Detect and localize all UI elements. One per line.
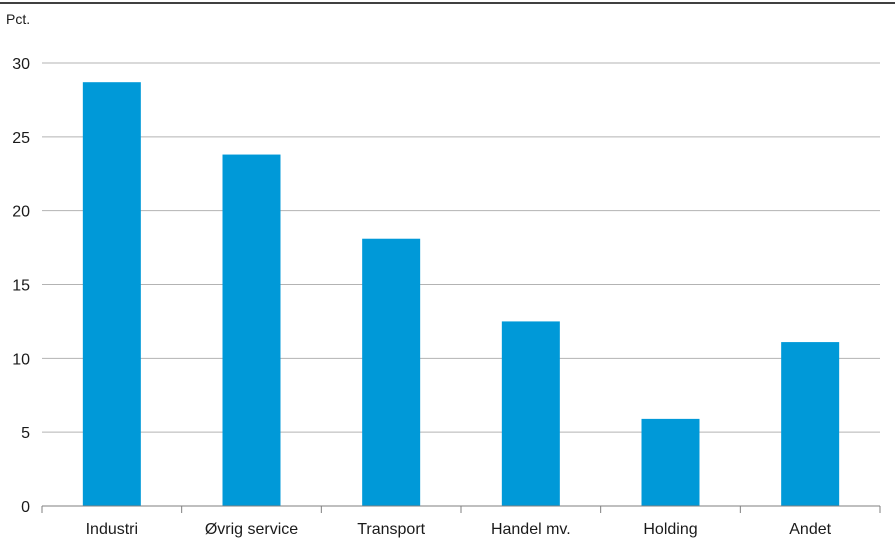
y-tick-labels: 0 5 10 15 20 25 30: [12, 56, 30, 516]
gridlines: [42, 62, 880, 433]
y-unit-label: Pct.: [6, 11, 30, 27]
y-tick-label: 20: [12, 204, 30, 221]
y-tick-label: 25: [12, 130, 30, 147]
x-tick-label: Industri: [86, 521, 138, 538]
bar: [641, 418, 700, 506]
bar: [222, 154, 281, 506]
x-tick-label: Holding: [643, 521, 697, 538]
x-tick-label: Transport: [357, 521, 425, 538]
bar: [82, 82, 141, 507]
x-axis: [41, 505, 881, 513]
bar: [501, 321, 560, 506]
x-tick-label: Handel mv.: [491, 521, 571, 538]
x-tick-labels: Industri Øvrig service Transport Handel mv.…: [86, 521, 832, 538]
x-tick-label: Andet: [789, 521, 831, 538]
bar: [362, 238, 421, 506]
x-tick-label: Øvrig service: [205, 521, 298, 538]
y-tick-label: 10: [12, 351, 30, 368]
bar: [781, 342, 840, 506]
y-tick-label: 15: [12, 278, 30, 295]
y-tick-label: 30: [12, 56, 30, 73]
y-tick-label: 5: [21, 425, 30, 442]
y-tick-label: 0: [21, 499, 30, 516]
bars: [82, 82, 840, 507]
